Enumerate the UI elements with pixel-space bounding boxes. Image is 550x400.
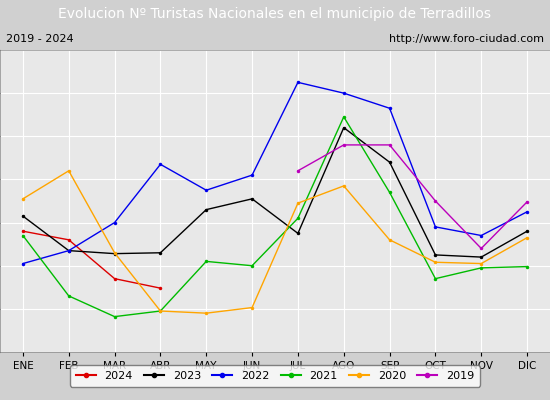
Text: Evolucion Nº Turistas Nacionales en el municipio de Terradillos: Evolucion Nº Turistas Nacionales en el m… [58, 7, 492, 21]
Text: http://www.foro-ciudad.com: http://www.foro-ciudad.com [389, 34, 544, 44]
Text: 2019 - 2024: 2019 - 2024 [6, 34, 73, 44]
Legend: 2024, 2023, 2022, 2021, 2020, 2019: 2024, 2023, 2022, 2021, 2020, 2019 [70, 366, 480, 386]
